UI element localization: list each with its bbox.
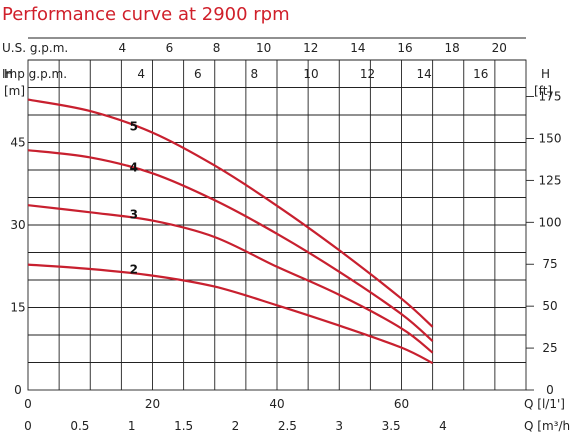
x-secondary-tick-label: 2.5	[278, 419, 297, 433]
curve-5	[27, 98, 434, 328]
y-right-tick-label: 100	[539, 215, 562, 229]
x-secondary-tick-label: 3	[335, 419, 343, 433]
imp-gpm-tick-label: 12	[360, 67, 375, 81]
us-gpm-tick-label: 12	[303, 41, 318, 55]
y-right-tick-label: 175	[539, 90, 562, 104]
x-secondary-tick-label: 1	[128, 419, 136, 433]
us-gpm-tick-label: 20	[492, 41, 507, 55]
x-primary-tick-label: 0	[24, 397, 32, 411]
y-right-tick-label: 50	[542, 299, 557, 313]
y-left-tick-label: 0	[14, 383, 22, 397]
curve-4	[27, 149, 434, 342]
x-secondary-tick-label: 3.5	[382, 419, 401, 433]
imp-gpm-axis-label: Imp g.p.m.	[2, 67, 67, 81]
x-primary-tick-label: 20	[145, 397, 160, 411]
left-axis-label: H	[4, 67, 13, 81]
right-axis-label: H	[541, 67, 550, 81]
us-gpm-axis-label: U.S. g.p.m.	[2, 41, 68, 55]
curve-label-4: 4	[130, 160, 138, 174]
imp-gpm-tick-label: 10	[303, 67, 318, 81]
curves	[27, 98, 434, 365]
x-primary-tick-label: 60	[394, 397, 409, 411]
us-gpm-tick-label: 4	[118, 41, 126, 55]
curve-3	[27, 204, 434, 354]
us-gpm-tick-label: 14	[350, 41, 365, 55]
imp-gpm-tick-label: 16	[473, 67, 488, 81]
curve-2	[27, 263, 434, 365]
x-secondary-tick-label: 2	[232, 419, 240, 433]
imp-gpm-tick-label: 4	[137, 67, 145, 81]
curve-label-5: 5	[130, 120, 138, 134]
y-right-tick-label: 75	[542, 257, 557, 271]
us-gpm-tick-label: 10	[256, 41, 271, 55]
x-secondary-tick-label: 0.5	[70, 419, 89, 433]
us-gpm-tick-label: 8	[213, 41, 221, 55]
y-right-tick-label: 25	[542, 341, 557, 355]
y-left-tick-label: 45	[10, 136, 25, 150]
x-secondary-tick-label: 4	[439, 419, 447, 433]
imp-gpm-tick-label: 6	[194, 67, 202, 81]
x-primary-axis-label: Q [l/1']	[524, 397, 565, 411]
x-secondary-tick-label: 0	[24, 419, 32, 433]
y-right-tick-label: 0	[546, 383, 554, 397]
curve-label-3: 3	[130, 208, 138, 222]
y-left-tick-label: 15	[10, 301, 25, 315]
us-gpm-tick-label: 6	[166, 41, 174, 55]
x-secondary-tick-label: 1.5	[174, 419, 193, 433]
chart-title: Performance curve at 2900 rpm	[2, 4, 290, 25]
right-axis-unit: [ft]	[534, 84, 552, 98]
left-axis-unit: [m]	[4, 84, 25, 98]
us-gpm-tick-label: 16	[397, 41, 412, 55]
imp-gpm-tick-label: 8	[251, 67, 259, 81]
grid	[27, 37, 534, 391]
x-secondary-axis-label: Q [m³/h]	[524, 419, 570, 433]
x-primary-tick-label: 40	[269, 397, 284, 411]
imp-gpm-tick-label: 14	[416, 67, 431, 81]
y-right-tick-label: 150	[539, 131, 562, 145]
curve-label-2: 2	[130, 263, 138, 277]
us-gpm-tick-label: 18	[445, 41, 460, 55]
y-left-tick-label: 30	[10, 218, 25, 232]
y-right-tick-label: 125	[539, 173, 562, 187]
